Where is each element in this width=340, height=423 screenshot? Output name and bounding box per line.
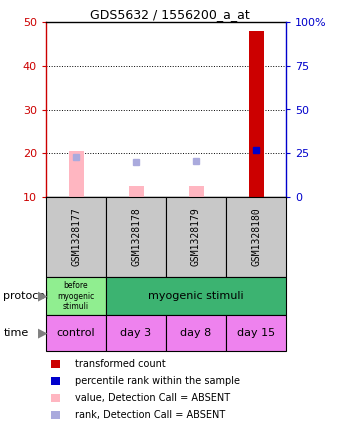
Bar [129,186,143,197]
Text: GSM1328177: GSM1328177 [71,208,81,266]
Text: day 15: day 15 [237,328,275,338]
Bar [188,186,204,197]
Text: before
myogenic
stimuli: before myogenic stimuli [57,281,95,311]
Text: control: control [57,328,95,338]
Text: ▶: ▶ [38,327,47,340]
Text: GDS5632 / 1556200_a_at: GDS5632 / 1556200_a_at [90,8,250,21]
Text: GSM1328178: GSM1328178 [131,208,141,266]
Text: day 3: day 3 [120,328,152,338]
Text: percentile rank within the sample: percentile rank within the sample [75,376,240,386]
Text: transformed count: transformed count [75,359,166,369]
Text: GSM1328179: GSM1328179 [191,208,201,266]
Text: value, Detection Call = ABSENT: value, Detection Call = ABSENT [75,393,230,403]
Bar [249,31,264,197]
Text: time: time [3,328,29,338]
Bar [68,151,84,197]
Text: protocol: protocol [3,291,49,301]
Text: ▶: ▶ [38,289,47,302]
Text: rank, Detection Call = ABSENT: rank, Detection Call = ABSENT [75,410,225,420]
Text: myogenic stimuli: myogenic stimuli [148,291,244,301]
Text: GSM1328180: GSM1328180 [251,208,261,266]
Text: day 8: day 8 [181,328,211,338]
